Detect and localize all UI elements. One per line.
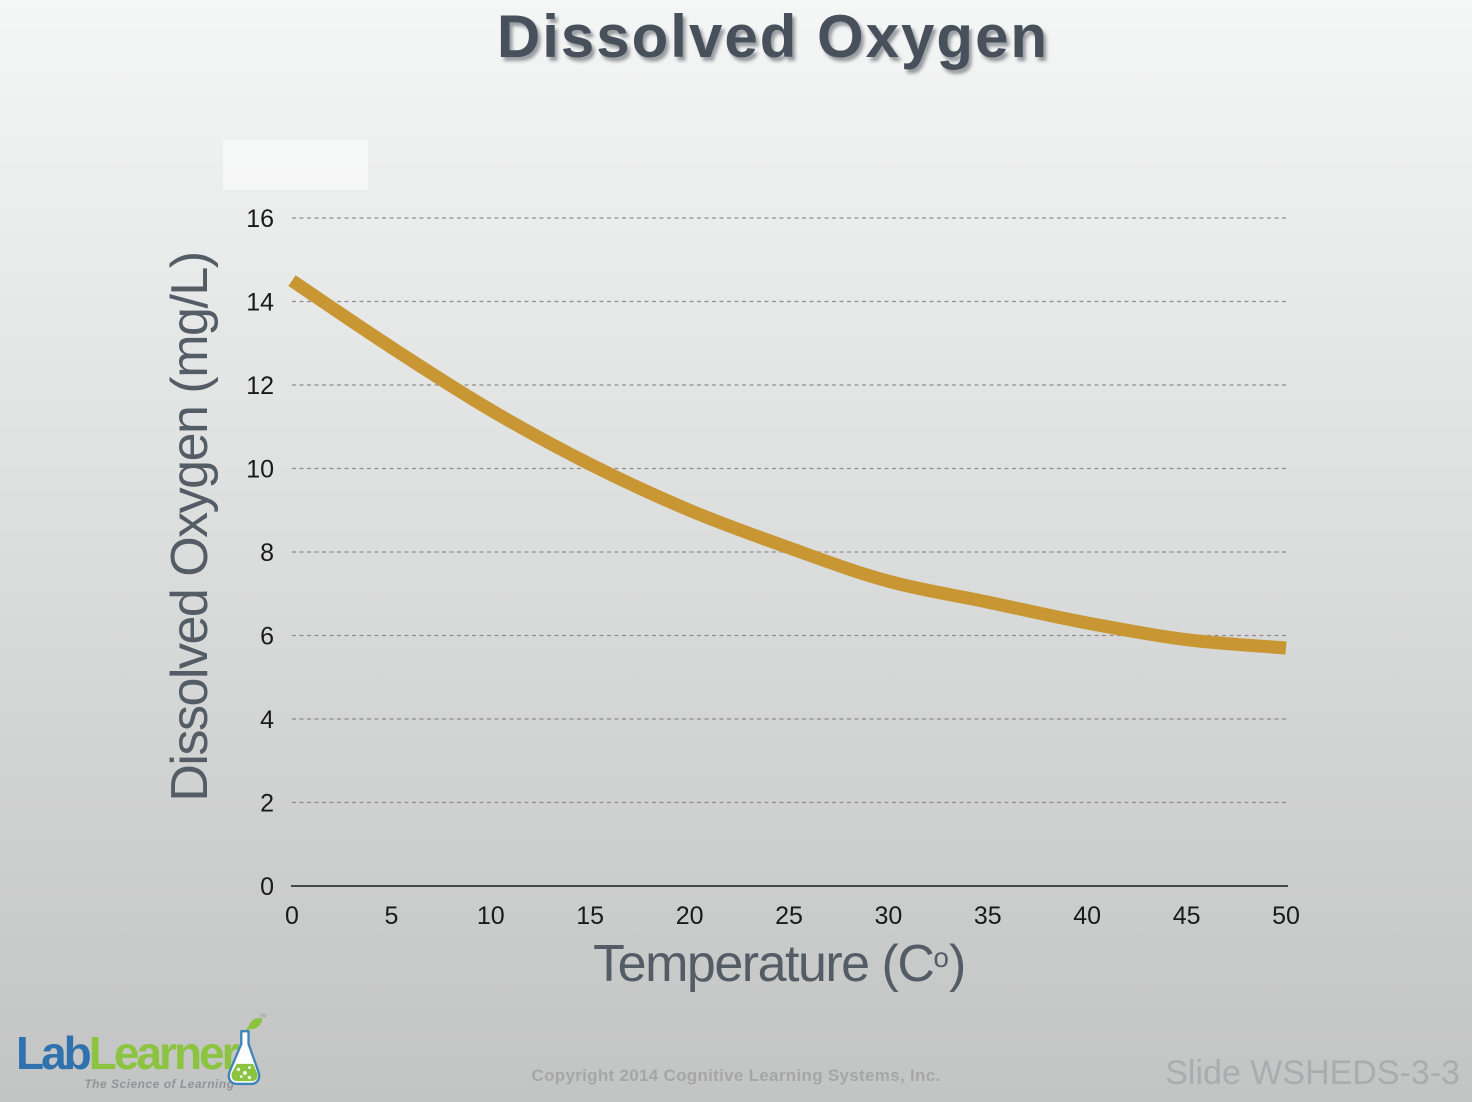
y-axis-title: Dissolved Oxygen (mg/L) [161, 252, 219, 802]
chart-title: Dissolved Oxygen [496, 3, 1050, 70]
y-tick-label: 4 [260, 706, 274, 734]
x-axis-title-superscript: o [933, 942, 949, 973]
bubble [248, 1066, 251, 1069]
copyright-text: Copyright 2014 Cognitive Learning System… [531, 1066, 941, 1085]
x-tick-label: 30 [874, 902, 902, 930]
x-axis-title-close: ) [948, 935, 966, 993]
bubble [236, 1067, 241, 1071]
lablearner-logo: LabLearner The Science of Learning [16, 1027, 240, 1091]
leaf-icon [248, 1017, 263, 1030]
y-tick-label: 14 [246, 289, 274, 317]
x-tick-label: 20 [676, 902, 704, 930]
y-tick-label: 2 [260, 790, 274, 818]
flask-icon [227, 1017, 263, 1086]
y-tick-label: 6 [260, 623, 274, 651]
bubble [239, 1075, 243, 1078]
x-tick-label: 50 [1272, 902, 1300, 930]
y-tick-label: 8 [260, 539, 274, 567]
bubble [247, 1075, 252, 1080]
x-tick-label: 5 [384, 902, 398, 930]
y-tick-label: 16 [246, 205, 274, 233]
logo-learner-text: Learner [88, 1027, 240, 1079]
x-axis-title: Temperature (Co) [593, 934, 966, 994]
trademark-symbol: ™ [258, 1012, 267, 1022]
logo-wordmark: LabLearner [16, 1027, 240, 1079]
slide-number-label: Slide WSHEDS-3-3 [1165, 1054, 1460, 1092]
highlight-patch [223, 140, 368, 190]
x-tick-label: 0 [285, 902, 299, 930]
y-tick-label: 10 [246, 456, 274, 484]
x-tick-label: 45 [1173, 902, 1201, 930]
x-tick-label: 35 [974, 902, 1002, 930]
x-tick-label: 25 [775, 902, 803, 930]
dissolved-oxygen-curve [288, 275, 1287, 655]
y-tick-label: 0 [260, 873, 274, 901]
logo-tagline: The Science of Learning [84, 1077, 235, 1091]
logo-lab-text: Lab [16, 1027, 92, 1079]
x-tick-label: 10 [477, 902, 505, 930]
x-axis-title-text: Temperature (C [593, 935, 935, 993]
x-tick-label: 15 [576, 902, 604, 930]
bubble [242, 1071, 247, 1075]
y-tick-label: 12 [246, 372, 274, 400]
x-tick-label: 40 [1073, 902, 1101, 930]
